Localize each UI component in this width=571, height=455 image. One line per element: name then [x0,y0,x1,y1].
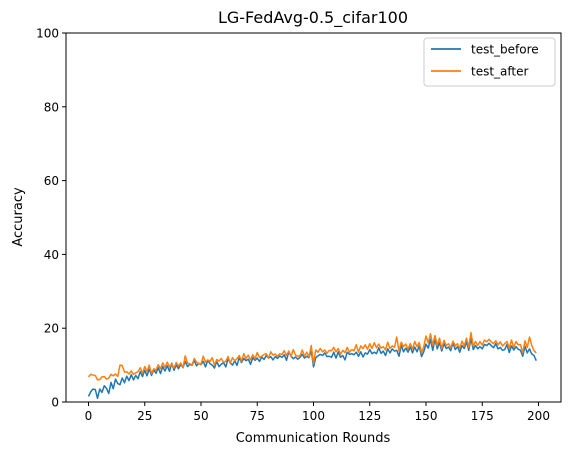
y-tick-label: 60 [44,174,59,188]
x-tick-label: 0 [85,409,93,423]
x-tick-label: 75 [250,409,265,423]
legend-label-test-before: test_before [471,43,539,57]
y-tick-label: 100 [36,27,59,41]
y-axis-ticks: 0 20 40 60 80 100 [36,27,66,410]
y-tick-label: 40 [44,248,59,262]
y-axis-label: Accuracy [11,187,26,247]
series-line-test-after [87,331,537,381]
y-tick-label: 0 [51,396,59,410]
chart-title: LG-FedAvg-0.5_cifar100 [218,8,408,28]
x-tick-label: 125 [358,409,381,423]
x-tick-label: 100 [302,409,325,423]
x-tick-label: 25 [137,409,152,423]
x-axis-label: Communication Rounds [236,431,391,446]
x-tick-label: 50 [193,409,208,423]
legend-label-test-after: test_after [471,65,529,79]
x-tick-label: 150 [415,409,438,423]
x-tick-label: 175 [471,409,494,423]
legend-items: test_before test_after [431,43,539,79]
x-axis-ticks: 0 25 50 75 100 125 150 175 200 [85,402,550,423]
legend-box [423,37,556,87]
legend: test_before test_after [423,37,556,87]
plot-series [87,331,537,400]
y-tick-label: 20 [44,322,59,336]
y-tick-label: 80 [44,100,59,114]
x-tick-label: 200 [527,409,550,423]
